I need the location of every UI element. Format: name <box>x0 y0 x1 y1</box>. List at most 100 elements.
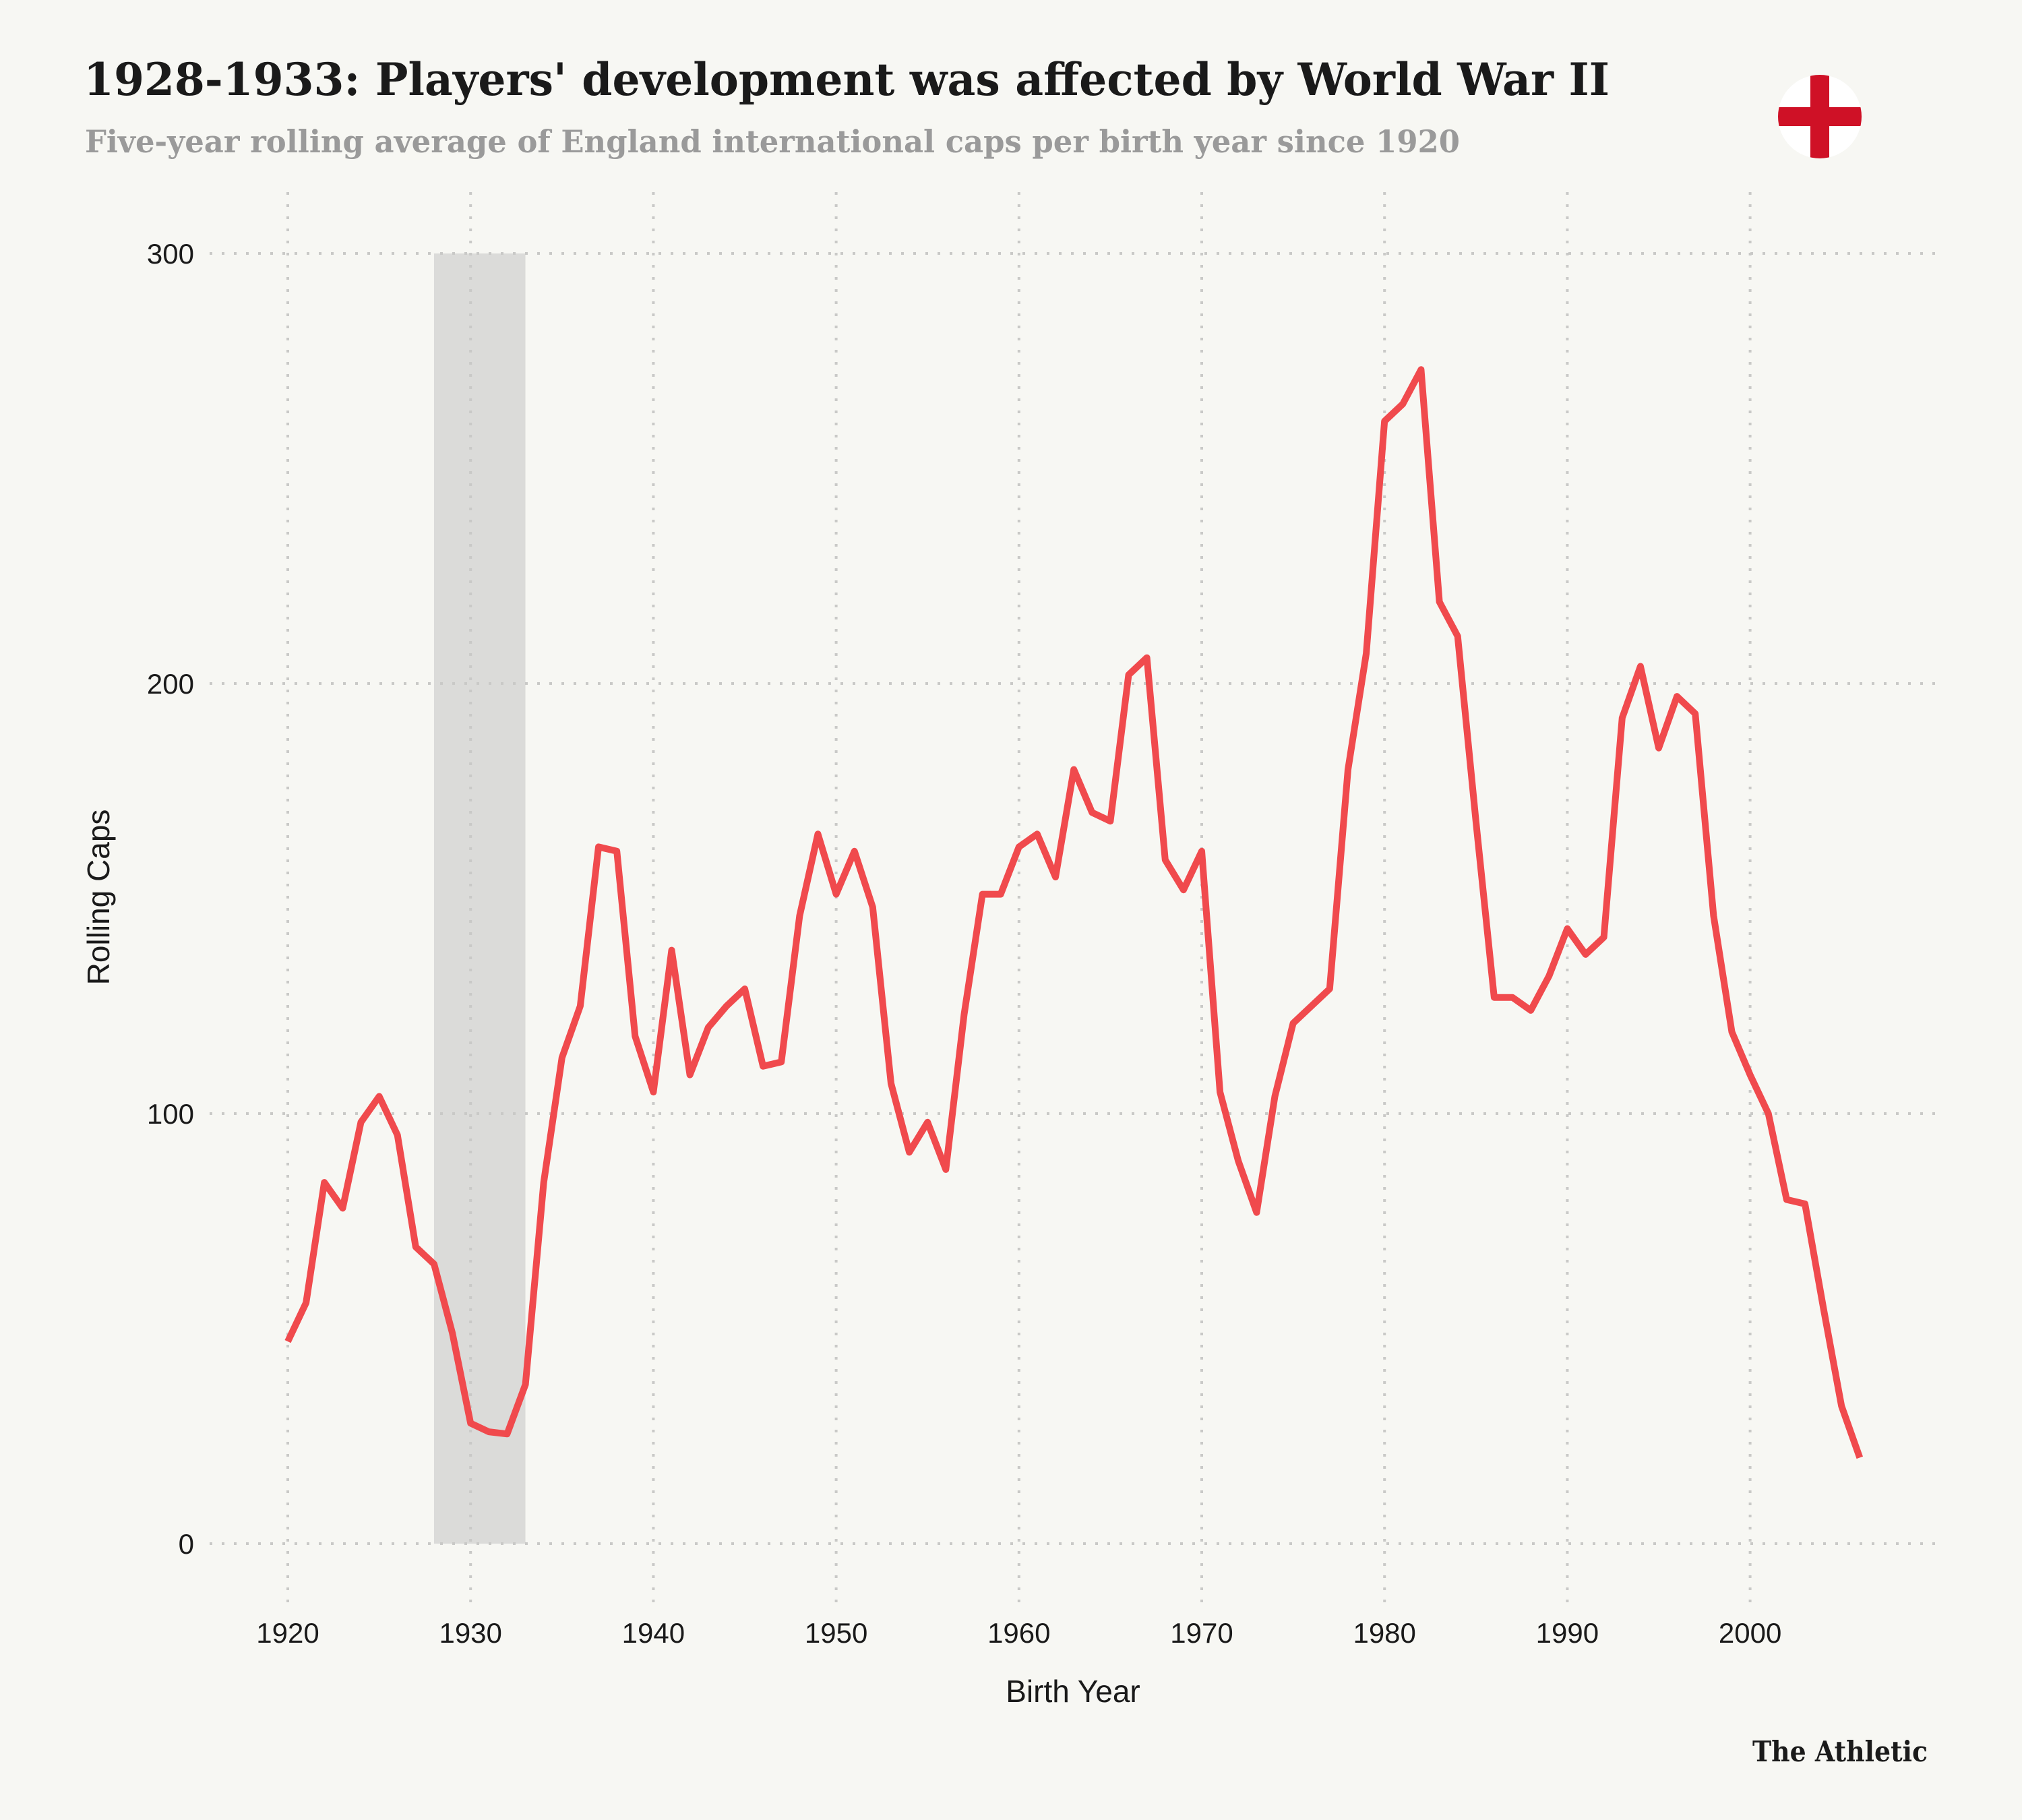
england-flag-icon <box>1778 75 1862 158</box>
data-point-1938 <box>613 848 620 855</box>
data-point-2004 <box>1820 1304 1827 1310</box>
data-point-1920 <box>284 1338 291 1345</box>
data-point-1949 <box>814 830 821 837</box>
data-point-1975 <box>1290 1020 1297 1027</box>
series-line-rolling-caps <box>284 366 1864 1459</box>
data-point-1991 <box>1583 951 1589 958</box>
data-point-1993 <box>1619 715 1626 721</box>
data-point-1966 <box>1126 671 1132 678</box>
data-point-1926 <box>394 1132 401 1139</box>
data-point-1985 <box>1473 818 1479 824</box>
data-point-1939 <box>632 1033 638 1039</box>
data-point-1958 <box>979 891 986 898</box>
x-axis-label: Birth Year <box>1006 1674 1140 1709</box>
data-point-1998 <box>1710 913 1717 919</box>
gridlines <box>210 192 1936 1606</box>
data-point-1937 <box>595 843 602 850</box>
data-point-1922 <box>321 1179 328 1186</box>
data-point-1976 <box>1308 1003 1315 1010</box>
x-tick-label: 1950 <box>805 1617 867 1649</box>
data-point-1978 <box>1345 766 1351 773</box>
data-point-1936 <box>577 1003 584 1010</box>
data-point-1951 <box>851 848 858 855</box>
x-tick-label: 1920 <box>256 1617 319 1649</box>
data-point-1957 <box>960 1011 967 1018</box>
data-point-1960 <box>1016 843 1022 850</box>
data-point-1950 <box>833 891 840 898</box>
data-point-1952 <box>869 904 876 911</box>
data-point-1923 <box>339 1205 346 1211</box>
data-point-1934 <box>541 1179 547 1186</box>
data-point-1961 <box>1034 830 1041 837</box>
data-point-1986 <box>1491 994 1498 1001</box>
data-point-1946 <box>760 1063 766 1070</box>
data-point-1941 <box>669 947 675 954</box>
x-tick-label: 1960 <box>987 1617 1050 1649</box>
data-point-1955 <box>924 1119 931 1126</box>
data-point-1977 <box>1326 985 1333 992</box>
data-point-1983 <box>1436 599 1443 605</box>
data-point-1967 <box>1144 655 1151 661</box>
data-point-2002 <box>1783 1196 1790 1203</box>
data-point-2003 <box>1802 1201 1808 1207</box>
data-point-1974 <box>1271 1093 1278 1099</box>
data-point-1942 <box>687 1072 694 1079</box>
chart-subtitle: Five-year rolling average of England int… <box>85 123 1460 160</box>
data-point-1988 <box>1527 1007 1534 1014</box>
data-point-1928 <box>431 1261 437 1267</box>
data-point-1924 <box>357 1119 364 1126</box>
x-axis-ticks: 1920 1930 1940 1950 1960 1970 1980 1990 2000 <box>256 1617 1781 1649</box>
data-point-1956 <box>942 1166 949 1173</box>
data-point-1940 <box>650 1089 656 1095</box>
data-point-1962 <box>1052 874 1059 880</box>
data-point-1973 <box>1253 1209 1260 1216</box>
data-point-1945 <box>741 985 748 992</box>
data-point-1982 <box>1417 366 1424 373</box>
data-point-1947 <box>778 1058 785 1065</box>
data-point-1999 <box>1728 1029 1735 1035</box>
data-point-1970 <box>1198 848 1205 855</box>
data-point-1932 <box>503 1430 510 1437</box>
data-point-1943 <box>705 1024 712 1031</box>
series-layer <box>284 366 1864 1461</box>
data-point-1990 <box>1564 926 1570 932</box>
data-point-1995 <box>1655 745 1662 752</box>
data-point-1968 <box>1162 857 1169 863</box>
data-point-1980 <box>1381 418 1388 425</box>
highlight-band-1928-1933 <box>433 253 526 1544</box>
y-tick-label: 0 <box>179 1528 194 1560</box>
data-point-1929 <box>449 1329 456 1336</box>
data-point-1992 <box>1601 934 1607 940</box>
data-point-1964 <box>1089 809 1095 816</box>
x-tick-label: 1970 <box>1170 1617 1233 1649</box>
x-tick-label: 1980 <box>1353 1617 1415 1649</box>
brand-logo: The Athletic <box>1752 1735 1928 1768</box>
data-point-2000 <box>1747 1072 1754 1079</box>
y-tick-label: 200 <box>147 668 194 700</box>
data-point-1935 <box>559 1054 565 1061</box>
highlight-band-layer <box>433 253 526 1544</box>
data-point-1948 <box>796 913 803 919</box>
data-point-2001 <box>1765 1110 1772 1117</box>
data-point-1927 <box>412 1244 419 1250</box>
x-tick-label: 1930 <box>439 1617 501 1649</box>
x-tick-label: 2000 <box>1719 1617 1781 1649</box>
data-point-2006 <box>1856 1454 1863 1461</box>
data-point-1959 <box>998 891 1004 898</box>
data-point-2005 <box>1838 1403 1845 1409</box>
data-point-1963 <box>1070 766 1077 773</box>
x-tick-label: 1940 <box>622 1617 685 1649</box>
data-point-1984 <box>1454 633 1461 640</box>
data-point-1969 <box>1180 886 1187 893</box>
data-point-1925 <box>376 1093 383 1099</box>
data-point-1996 <box>1674 693 1680 700</box>
chart-title: 1928-1933: Players' development was affe… <box>84 53 1610 106</box>
data-point-1944 <box>723 1003 730 1010</box>
data-point-1954 <box>906 1149 913 1155</box>
data-point-1971 <box>1217 1089 1223 1095</box>
data-point-1953 <box>888 1080 894 1087</box>
y-axis-ticks: 0 100 200 300 <box>147 238 194 1560</box>
data-point-1972 <box>1235 1157 1242 1164</box>
data-point-1979 <box>1363 650 1370 657</box>
